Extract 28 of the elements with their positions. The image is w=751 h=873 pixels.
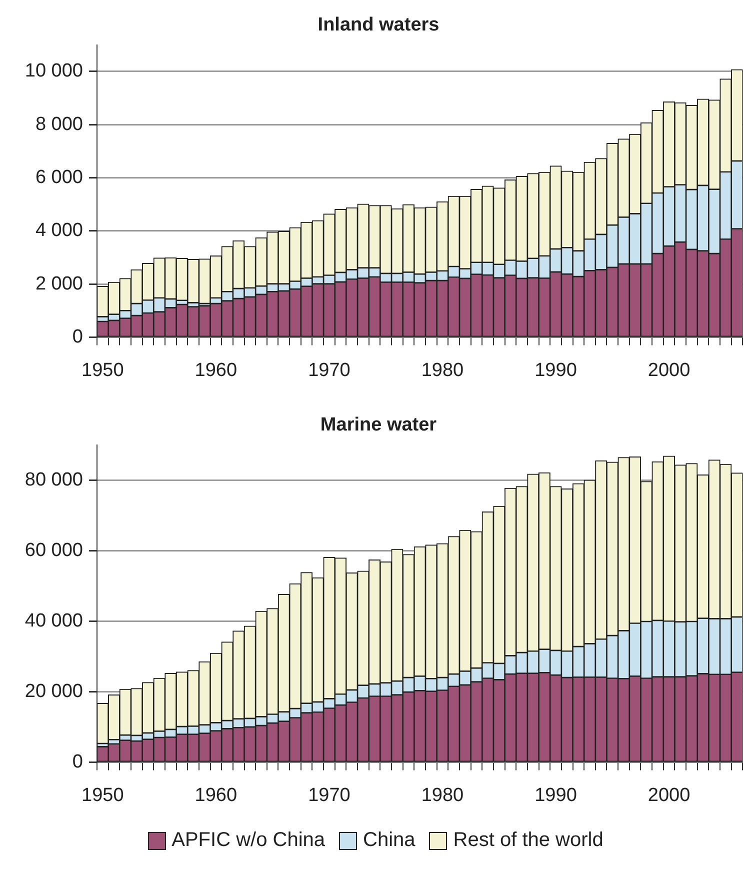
x-tick-label: 1980 (421, 784, 464, 806)
chart-title: Marine water (320, 414, 438, 436)
y-tick-label: 40 000 (24, 610, 83, 632)
legend-label: APFIC w/o China (172, 829, 326, 852)
x-tick-label: 1950 (82, 784, 124, 806)
x-tick-label: 2000 (648, 360, 690, 381)
y-tick-label: 20 000 (24, 680, 83, 702)
x-tick-label: 1990 (534, 784, 577, 806)
legend-label: Rest of the world (453, 829, 604, 852)
x-tick-label: 1990 (534, 360, 577, 381)
chart-title: Inland waters (318, 14, 440, 36)
x-tick-label: 1960 (194, 784, 238, 806)
y-tick-label: 4 000 (35, 220, 83, 242)
x-tick-label: 1950 (82, 360, 124, 381)
x-tick-label: 2000 (648, 784, 690, 806)
y-tick-label: 10 000 (24, 60, 83, 82)
x-tick-label: 1980 (421, 360, 464, 381)
y-tick-label: 60 000 (24, 540, 83, 561)
y-tick-label: 2 000 (35, 273, 83, 294)
y-tick-label: 6 000 (35, 166, 83, 188)
y-tick-label: 0 (72, 326, 83, 348)
y-tick-label: 8 000 (35, 114, 83, 135)
x-tick-label: 1970 (308, 784, 350, 806)
x-tick-label: 1960 (194, 360, 238, 381)
legend-label: China (363, 829, 416, 852)
x-tick-label: 1970 (308, 360, 350, 381)
y-tick-label: 80 000 (24, 469, 83, 490)
y-tick-label: 0 (72, 751, 83, 772)
